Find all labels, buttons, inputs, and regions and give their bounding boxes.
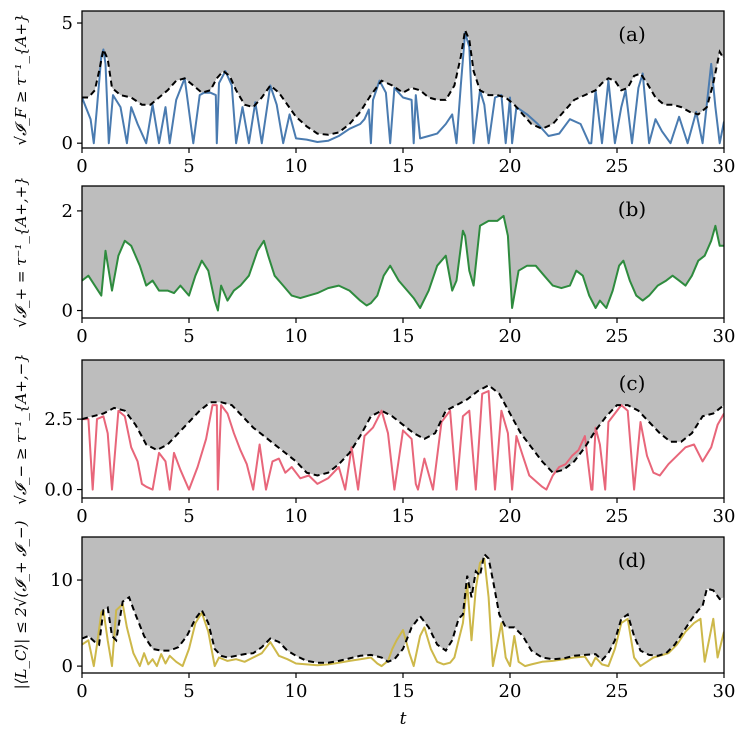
x-tick-label: 0 (76, 506, 87, 527)
y-tick-label: 5 (62, 13, 73, 34)
x-tick-label: 10 (285, 681, 308, 702)
x-tick-label: 30 (713, 156, 736, 177)
x-tick-label: 30 (713, 681, 736, 702)
x-tick-label: 20 (499, 156, 522, 177)
x-tick-label: 5 (183, 506, 194, 527)
signal-line (82, 390, 724, 491)
x-tick-label: 15 (392, 156, 415, 177)
x-tick-label: 10 (285, 326, 308, 347)
x-tick-label: 15 (392, 326, 415, 347)
plot-area (82, 11, 724, 145)
x-tick-label: 30 (713, 506, 736, 527)
signal-line (82, 31, 724, 145)
y-tick-label: 0 (62, 656, 73, 677)
x-tick-label: 10 (285, 156, 308, 177)
y-tick-label: 2.5 (44, 409, 73, 430)
x-tick-label: 0 (76, 156, 87, 177)
bound-line (82, 384, 724, 477)
x-tick-label: 20 (499, 326, 522, 347)
x-tick-label: 25 (606, 326, 629, 347)
y-tick-label: 0 (62, 301, 73, 322)
x-tick-label: 0 (76, 326, 87, 347)
bound-line (82, 26, 724, 136)
forbidden-region (82, 537, 724, 663)
panel-d: 0 5 10 15 20 25 30 0 10 (d) |⟨L_C⟩| ≤ 2√(𝓘_+ 𝓘_−)t (12, 520, 735, 729)
forbidden-region (82, 360, 724, 476)
panel-c: 0 5 10 15 20 25 30 0.0 2.5 (c) √𝓘_− ≥ τ⁻¹_{A+,−} (12, 353, 735, 527)
panel-label: (c) (619, 371, 646, 395)
y-axis-title: √𝓘_F ≥ τ⁻¹_{A+} (12, 14, 30, 146)
y-axis-title: √𝓘_+ = τ⁻¹_{A+,+} (12, 176, 30, 327)
plot-area (82, 186, 724, 312)
x-tick-label: 15 (392, 506, 415, 527)
x-tick-label: 25 (606, 681, 629, 702)
x-tick-label: 10 (285, 506, 308, 527)
y-tick-label: 2 (62, 201, 73, 222)
x-tick-label: 15 (392, 681, 415, 702)
x-axis-title: t (400, 709, 407, 729)
bound-line (82, 552, 724, 664)
x-tick-label: 5 (183, 326, 194, 347)
x-tick-label: 0 (76, 681, 87, 702)
panel-a: 0 5 10 15 20 25 30 0 5 (a) √𝓘_F ≥ τ⁻¹_{A+} (12, 10, 736, 177)
y-axis-title: √𝓘_− ≥ τ⁻¹_{A+,−} (12, 353, 30, 504)
y-axis-title: |⟨L_C⟩| ≤ 2√(𝓘_+ 𝓘_−) (12, 520, 30, 689)
y-tick-label: 0.0 (44, 480, 73, 501)
plot-area (82, 360, 724, 491)
panel-b: 0 5 10 15 20 25 30 0 2 (b) √𝓘_+ = τ⁻¹_{A+,+} (12, 176, 735, 347)
y-tick-label: 10 (50, 570, 73, 591)
x-tick-label: 25 (606, 156, 629, 177)
forbidden-region (82, 186, 724, 311)
signal-line (82, 214, 724, 312)
x-tick-label: 5 (183, 681, 194, 702)
x-tick-label: 20 (499, 681, 522, 702)
signal-line (82, 557, 724, 668)
panel-label: (b) (618, 197, 646, 221)
y-tick-label: 0 (62, 133, 73, 154)
panel-label: (d) (618, 548, 646, 572)
x-tick-label: 30 (713, 326, 736, 347)
plot-area (82, 537, 724, 668)
x-tick-label: 5 (183, 156, 194, 177)
forbidden-region (82, 11, 724, 135)
x-tick-label: 20 (499, 506, 522, 527)
panel-label: (a) (618, 22, 646, 46)
x-tick-label: 25 (606, 506, 629, 527)
